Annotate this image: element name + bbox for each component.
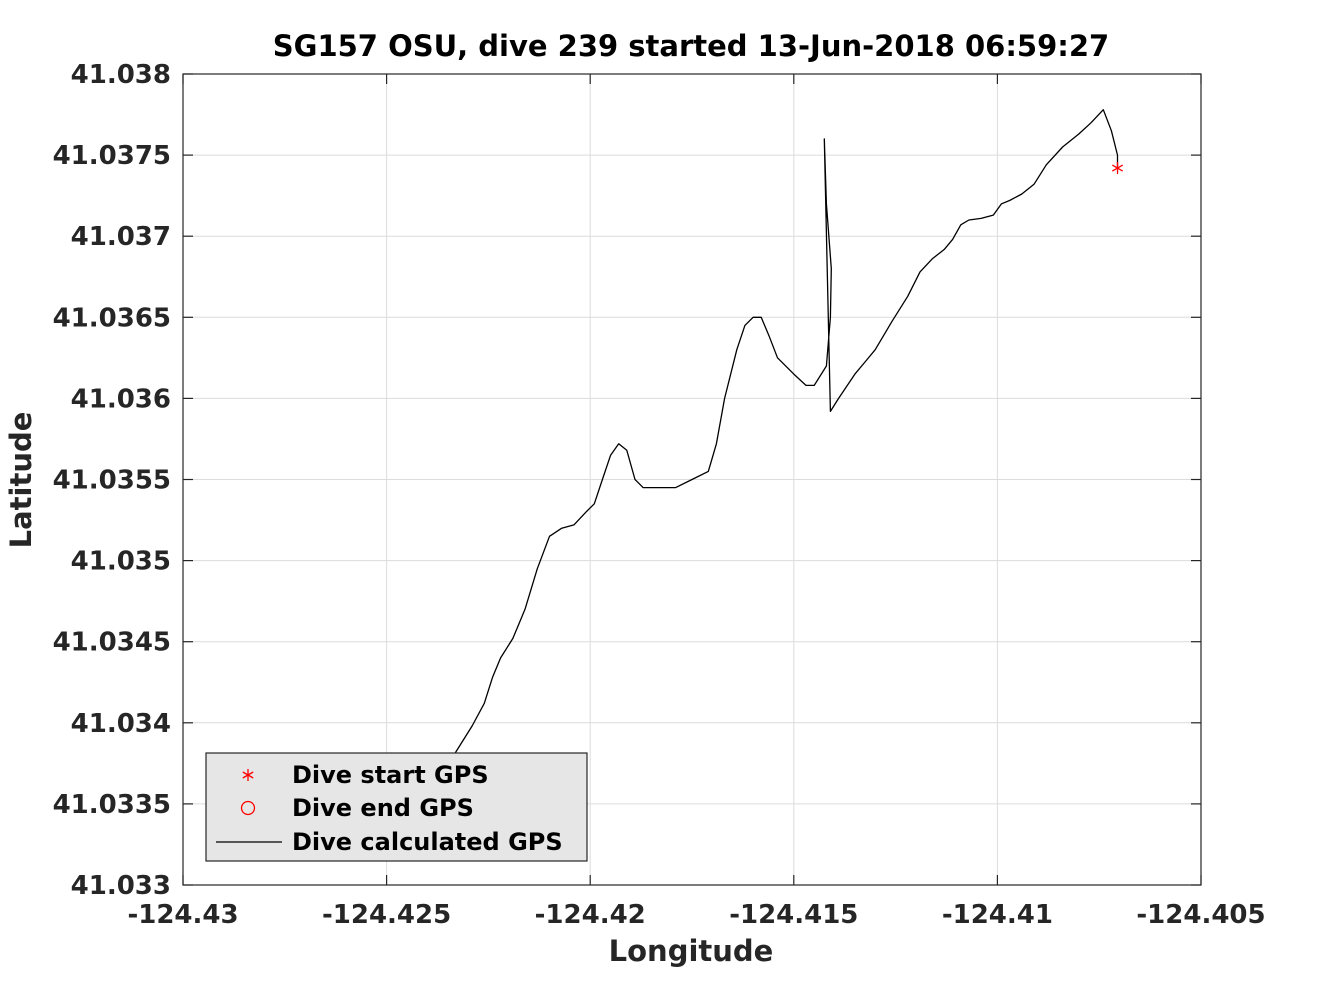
- y-tick-label: 41.034: [71, 709, 171, 739]
- x-tick-label: -124.425: [322, 900, 451, 930]
- chart-title: SG157 OSU, dive 239 started 13-Jun-2018 …: [273, 29, 1109, 63]
- y-tick-label: 41.0345: [53, 628, 171, 658]
- x-tick-label: -124.405: [1136, 900, 1265, 930]
- x-tick-labels: -124.43 -124.425 -124.42 -124.415 -124.41 -12…: [127, 900, 1265, 930]
- x-tick-label: -124.43: [127, 900, 238, 930]
- y-tick-label: 41.035: [71, 547, 171, 577]
- x-tick-label: -124.415: [729, 900, 858, 930]
- legend-entry-label: Dive start GPS: [292, 761, 489, 789]
- y-tick-label: 41.037: [71, 222, 171, 252]
- legend-asterisk-icon: [242, 769, 254, 781]
- legend: Dive start GPS Dive end GPS Dive calculate…: [205, 752, 588, 862]
- legend-circle-icon: [240, 800, 256, 816]
- grid: [183, 74, 1201, 885]
- y-axis-label: Latitude: [4, 412, 38, 549]
- axis-ticks: [182, 73, 1202, 886]
- y-tick-label: 41.0375: [53, 141, 171, 171]
- y-tick-label: 41.033: [71, 871, 171, 901]
- x-tick-label: -124.42: [535, 900, 646, 930]
- y-tick-label: 41.0365: [53, 303, 171, 333]
- x-axis-label: Longitude: [609, 934, 774, 968]
- legend-entry-label: Dive calculated GPS: [292, 828, 563, 856]
- y-tick-label: 41.0335: [53, 790, 171, 820]
- legend-entry-label: Dive end GPS: [292, 794, 474, 822]
- y-tick-label: 41.0355: [53, 466, 171, 496]
- y-tick-label: 41.036: [71, 384, 171, 414]
- dive-start-gps-marker: [1112, 162, 1124, 175]
- x-tick-label: -124.41: [942, 900, 1053, 930]
- y-tick-label: 41.038: [71, 60, 171, 90]
- y-tick-labels: 41.033 41.0335 41.034 41.0345 41.035 41.0355 4…: [53, 60, 171, 901]
- legend-box: [205, 752, 588, 862]
- dive-calculated-gps-line: [367, 109, 1119, 850]
